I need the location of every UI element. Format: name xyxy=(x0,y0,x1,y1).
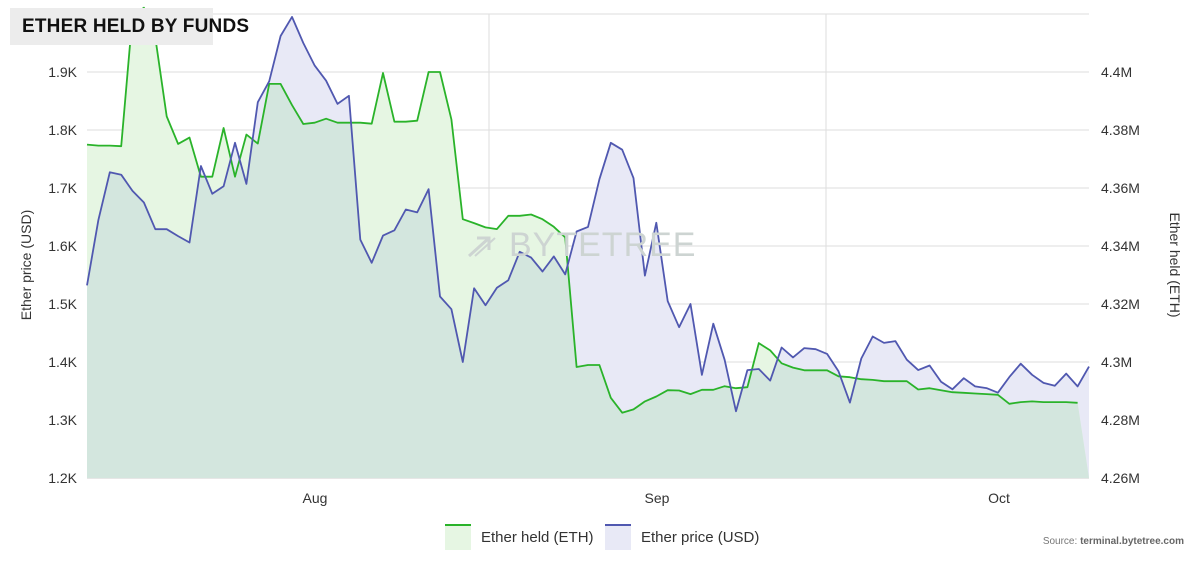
right-tick-label: 4.32M xyxy=(1101,296,1140,312)
source-note: Source: terminal.bytetree.com xyxy=(1043,536,1184,547)
left-tick-label: 1.6K xyxy=(48,238,77,254)
source-prefix: Source: xyxy=(1042,536,1081,547)
legend-swatch-price xyxy=(605,524,631,550)
legend-item-price[interactable]: Ether price (USD) xyxy=(605,524,765,550)
left-tick-label: 1.3K xyxy=(48,412,77,428)
right-tick-label: 4.28M xyxy=(1101,412,1140,428)
right-tick-label: 4.3M xyxy=(1101,354,1132,370)
chart-title: ETHER HELD BY FUNDS xyxy=(22,16,250,37)
series-line-price xyxy=(86,15,1090,413)
x-tick-label: Aug xyxy=(303,490,328,506)
legend-swatch-held xyxy=(445,524,471,550)
bytetree-watermark: BYTETREE xyxy=(467,226,722,266)
x-tick-label: Oct xyxy=(988,490,1010,506)
chart-axes: 1.2K 1.3K 1.4K 1.5K 1.6K 1.7K 1.8K 1.9K 4.26M 4.2… xyxy=(18,64,1183,506)
right-tick-label: 4.36M xyxy=(1101,180,1140,196)
chart-title-box: ETHER HELD BY FUNDS xyxy=(10,8,249,45)
bytetree-logo-icon xyxy=(467,236,496,258)
left-tick-label: 1.4K xyxy=(48,354,77,370)
right-tick-label: 4.34M xyxy=(1101,238,1140,254)
chart-lines xyxy=(86,6,1090,414)
left-tick-label: 1.5K xyxy=(48,296,77,312)
right-axis-title: Ether held (ETH) xyxy=(1167,212,1183,317)
right-tick-label: 4.4M xyxy=(1101,64,1132,80)
legend-label-held: Ether held (ETH) xyxy=(481,529,594,546)
right-tick-label: 4.38M xyxy=(1101,122,1140,138)
left-tick-label: 1.7K xyxy=(48,180,77,196)
watermark-text: BYTETREE xyxy=(509,226,697,264)
legend-label-price: Ether price (USD) xyxy=(641,529,760,546)
left-tick-label: 1.9K xyxy=(48,64,77,80)
chart-areas xyxy=(87,7,1089,479)
left-tick-label: 1.8K xyxy=(48,122,77,138)
right-tick-label: 4.26M xyxy=(1101,470,1140,486)
left-axis-title: Ether price (USD) xyxy=(18,210,34,320)
x-tick-label: Sep xyxy=(645,490,670,506)
source-link[interactable]: terminal.bytetree.com xyxy=(1080,536,1184,547)
legend-item-held[interactable]: Ether held (ETH) xyxy=(445,524,595,550)
left-tick-label: 1.2K xyxy=(48,470,77,486)
